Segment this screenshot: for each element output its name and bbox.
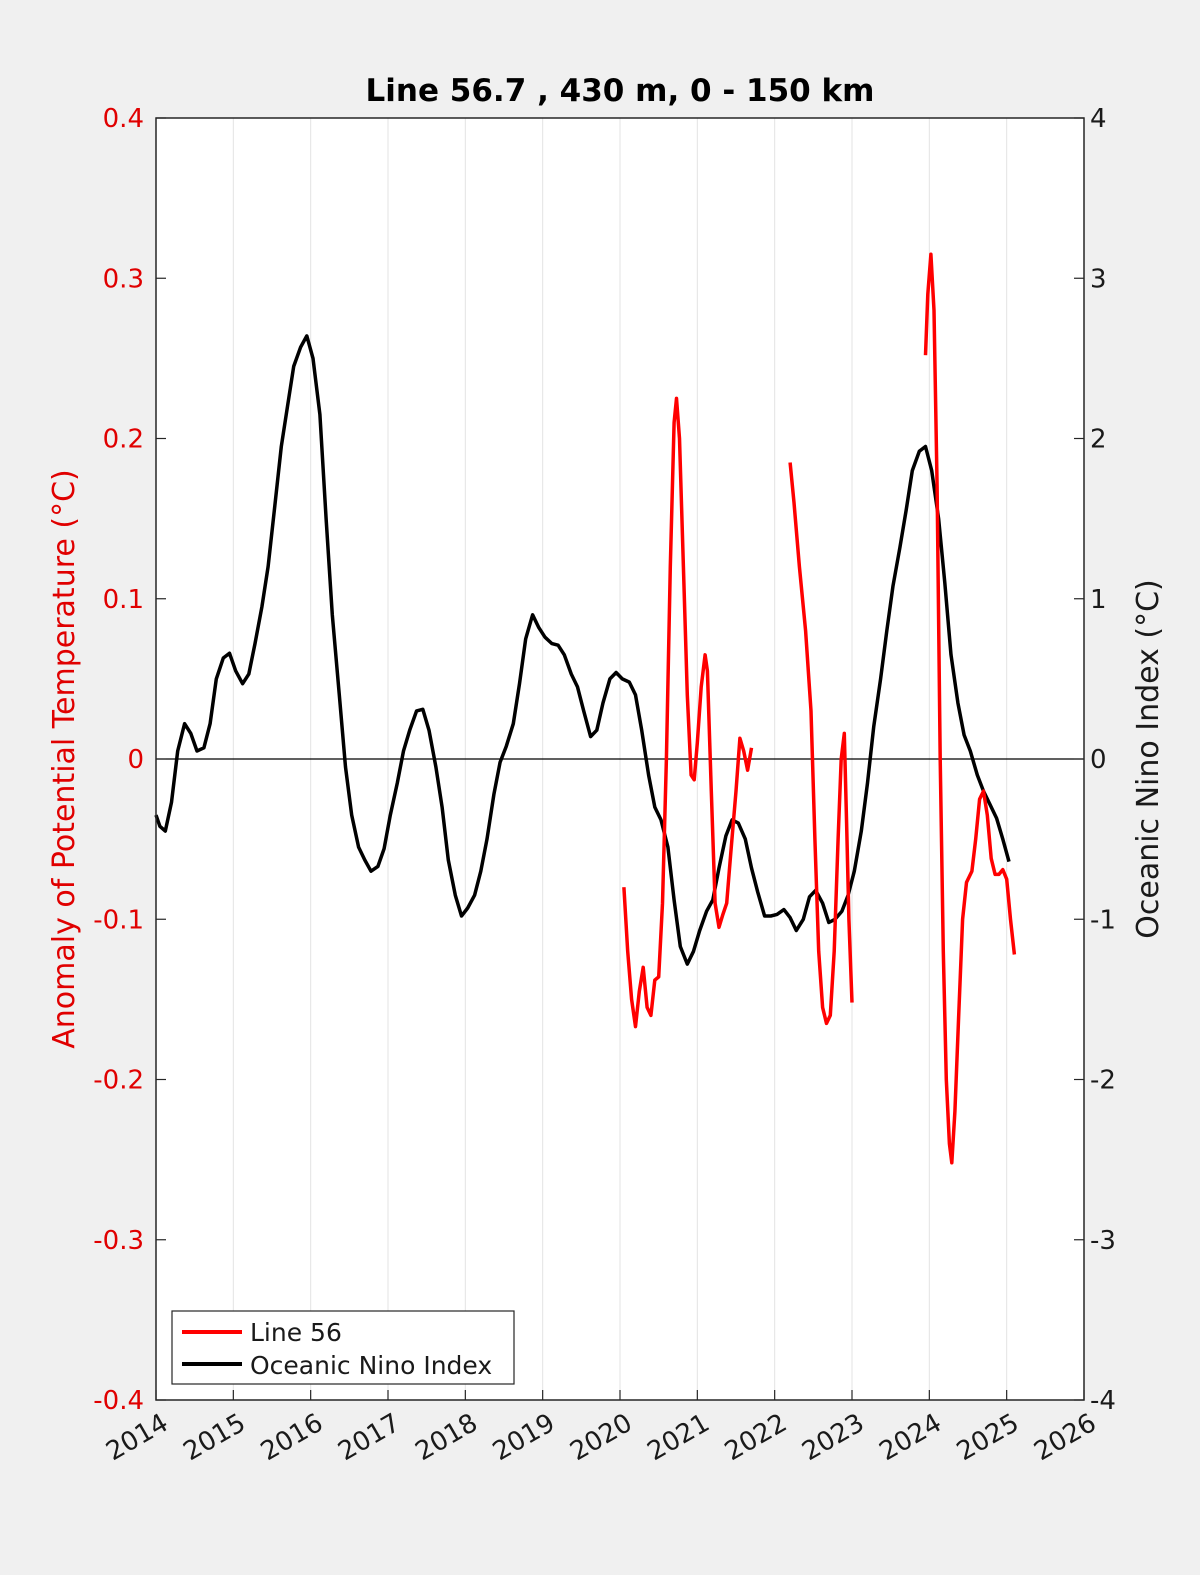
right-axis-ticks: -4 -3 -2 -1 0 1 2 3 4 (1074, 104, 1116, 1416)
legend-oni-label: Oceanic Nino Index (250, 1351, 492, 1380)
right-tick-label: 4 (1090, 104, 1107, 134)
x-tick-label: 2016 (256, 1408, 328, 1467)
x-tick-label: 2019 (488, 1408, 560, 1467)
left-axis-label: Anomaly of Potential Temperature (°C) (47, 469, 82, 1048)
line56-segment (788, 462, 854, 1026)
right-tick-label: 3 (1090, 264, 1107, 294)
x-tick-label: 2023 (797, 1408, 869, 1467)
x-tick-label: 2015 (179, 1408, 251, 1467)
left-tick-label: 0 (127, 745, 144, 775)
left-tick-label: -0.4 (93, 1386, 144, 1416)
left-tick-label: 0.2 (103, 425, 144, 455)
series-lines (154, 252, 1017, 1165)
left-tick-label: -0.3 (93, 1226, 144, 1256)
right-tick-label: -4 (1090, 1386, 1116, 1416)
left-axis-ticks: -0.4 -0.3 -0.2 -0.1 0 0.1 0.2 0.3 0.4 (93, 104, 166, 1416)
x-tick-label: 2018 (411, 1408, 483, 1467)
oni-line (154, 334, 1011, 966)
left-tick-label: -0.2 (93, 1066, 144, 1096)
x-tick-label: 2026 (1029, 1408, 1101, 1467)
left-tick-label: 0.3 (103, 264, 144, 294)
legend: Line 56 Oceanic Nino Index (171, 1310, 515, 1385)
right-tick-label: -2 (1090, 1066, 1116, 1096)
line56-segment (923, 252, 1017, 1165)
x-tick-label: 2022 (720, 1408, 792, 1467)
left-tick-label: 0.1 (103, 585, 144, 615)
x-tick-label: 2020 (565, 1408, 637, 1467)
legend-box (171, 1310, 515, 1385)
x-tick-label: 2014 (101, 1408, 173, 1467)
right-tick-label: -1 (1090, 905, 1116, 935)
line56-segment (622, 396, 754, 1029)
x-tick-label: 2017 (333, 1408, 405, 1467)
x-tick-label: 2021 (643, 1408, 715, 1467)
right-tick-label: 2 (1090, 425, 1107, 455)
left-tick-label: 0.4 (103, 104, 144, 134)
x-tick-label: 2025 (952, 1408, 1024, 1467)
right-tick-label: 0 (1090, 745, 1107, 775)
left-tick-label: -0.1 (93, 905, 144, 935)
legend-line56-label: Line 56 (250, 1318, 342, 1347)
right-tick-label: -3 (1090, 1226, 1116, 1256)
right-axis-label: Oceanic Nino Index (°C) (1131, 579, 1166, 939)
chart-title: Line 56.7 , 430 m, 0 - 150 km (366, 73, 875, 109)
x-axis-ticks: 2014 2015 2016 2017 2018 2019 2020 2021 2022 2023… (101, 1390, 1102, 1467)
right-tick-label: 1 (1090, 585, 1107, 615)
x-tick-label: 2024 (875, 1408, 947, 1467)
